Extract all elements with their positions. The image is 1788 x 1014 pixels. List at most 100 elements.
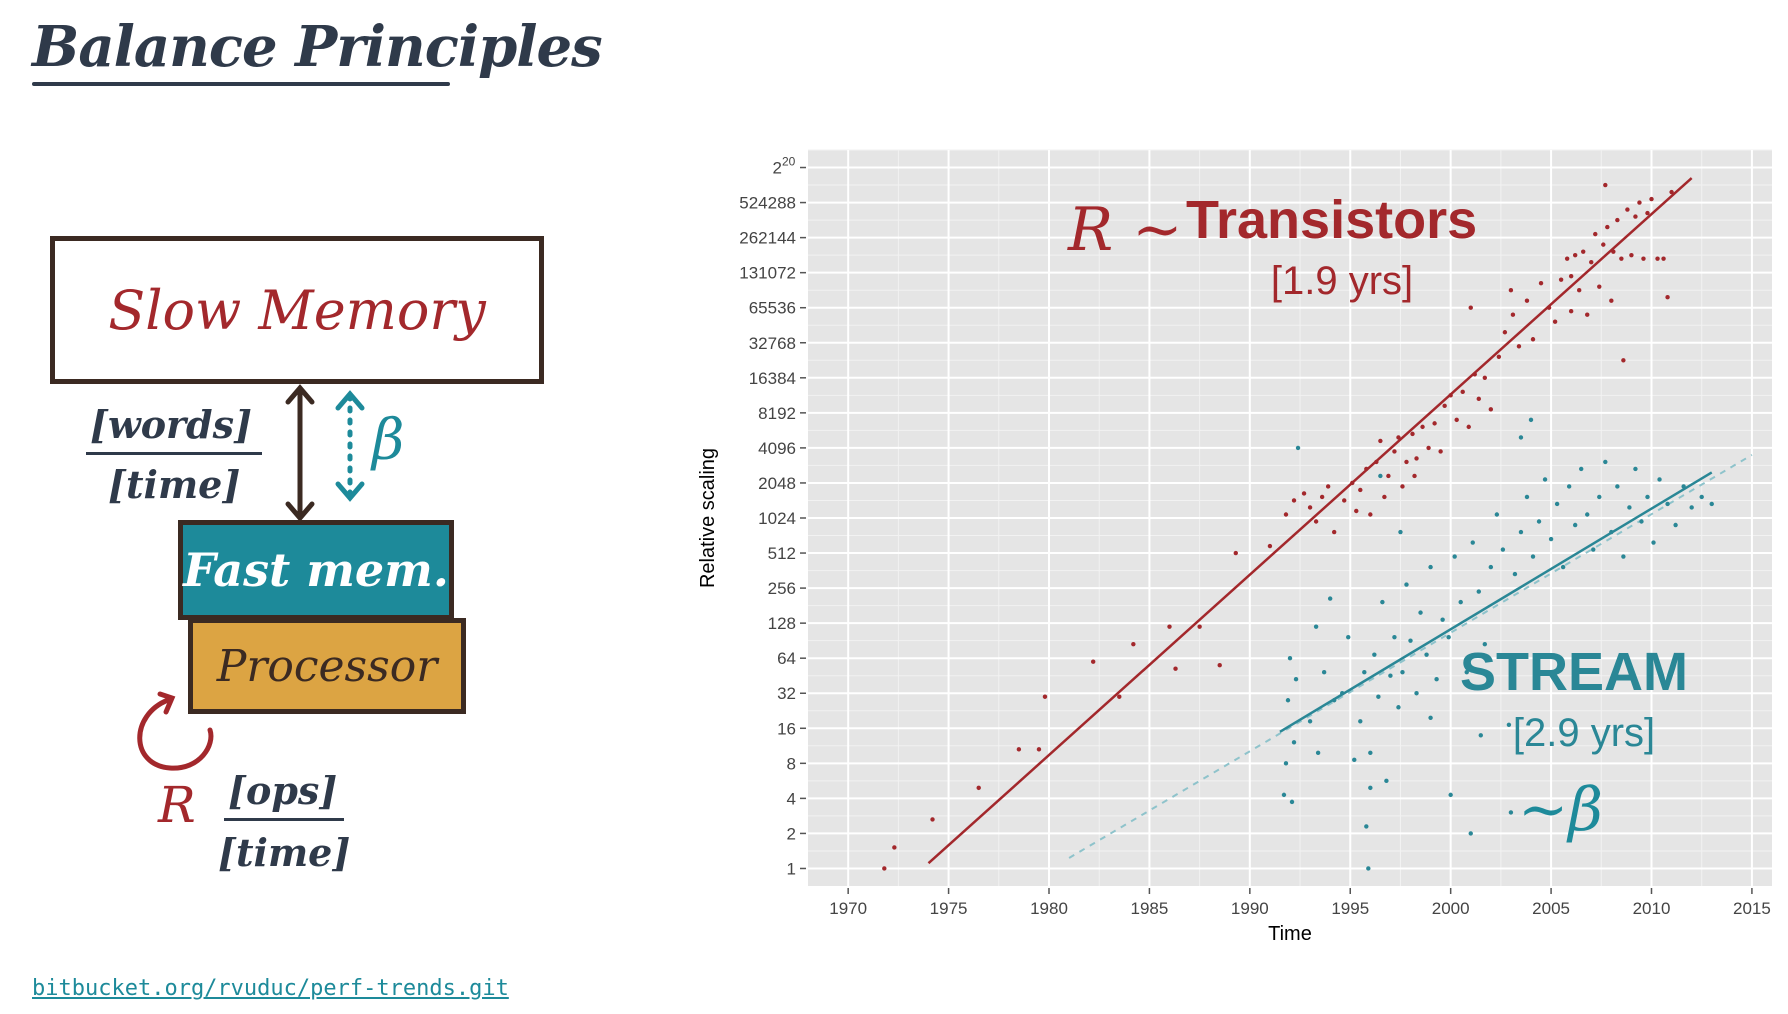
data-point bbox=[1426, 445, 1431, 451]
data-point bbox=[1627, 505, 1632, 510]
data-point bbox=[1358, 487, 1363, 493]
x-tick-label: 1990 bbox=[1231, 899, 1269, 918]
data-point bbox=[1619, 256, 1624, 261]
data-point bbox=[1530, 554, 1536, 559]
y-tick-label: 32 bbox=[777, 684, 796, 703]
x-tick-label: 2000 bbox=[1432, 899, 1470, 918]
data-point bbox=[1558, 277, 1564, 282]
data-point bbox=[1117, 694, 1122, 699]
data-point bbox=[1432, 421, 1437, 426]
data-point bbox=[1637, 200, 1642, 205]
y-tick-label-exponent: 20 bbox=[782, 155, 796, 169]
data-point bbox=[1378, 473, 1383, 479]
data-point bbox=[1392, 634, 1397, 640]
data-point bbox=[1488, 407, 1494, 412]
data-point bbox=[1016, 747, 1022, 752]
data-point bbox=[1468, 305, 1473, 310]
data-point bbox=[882, 866, 887, 871]
data-point bbox=[1368, 750, 1373, 756]
data-point bbox=[1572, 522, 1578, 528]
data-point bbox=[1524, 494, 1530, 500]
words-denominator: [time] bbox=[108, 462, 241, 507]
y-tick-label: 65536 bbox=[749, 299, 796, 318]
data-point bbox=[1283, 512, 1289, 517]
data-point bbox=[1566, 484, 1572, 489]
data-point bbox=[1285, 698, 1291, 703]
data-point bbox=[1699, 494, 1704, 500]
y-tick-label: 262144 bbox=[739, 229, 796, 248]
data-point bbox=[1518, 529, 1524, 535]
slow-memory-box: Slow Memory bbox=[50, 236, 544, 384]
data-point bbox=[1665, 295, 1670, 300]
data-point bbox=[1601, 242, 1606, 247]
y-tick-label: 64 bbox=[777, 649, 796, 668]
data-point bbox=[1639, 519, 1644, 524]
beta-label: β bbox=[372, 408, 405, 473]
y-tick-label: 4 bbox=[787, 789, 796, 808]
data-point bbox=[1458, 599, 1463, 605]
data-point bbox=[1470, 540, 1475, 545]
words-numerator: [words] bbox=[90, 402, 253, 447]
beta-arrow bbox=[335, 390, 365, 502]
data-point bbox=[1384, 778, 1389, 784]
data-point bbox=[1689, 505, 1694, 510]
data-point bbox=[1621, 554, 1626, 559]
data-point bbox=[1438, 449, 1443, 454]
r-cycle-arrow bbox=[137, 691, 214, 771]
data-point bbox=[1597, 494, 1602, 500]
data-point bbox=[1524, 298, 1530, 303]
fit-line bbox=[1279, 471, 1713, 733]
data-point bbox=[1307, 505, 1313, 510]
data-point bbox=[1382, 494, 1387, 500]
data-point bbox=[1440, 617, 1445, 622]
data-point bbox=[1621, 358, 1626, 363]
data-point bbox=[1496, 354, 1502, 359]
data-point bbox=[1657, 477, 1662, 482]
data-point bbox=[1281, 792, 1287, 798]
data-point bbox=[1502, 330, 1508, 335]
data-point bbox=[1315, 750, 1321, 756]
data-point bbox=[1428, 564, 1433, 570]
x-tick-label: 2015 bbox=[1733, 899, 1771, 918]
data-point bbox=[1528, 417, 1534, 423]
stream-suffix: ~β bbox=[1518, 775, 1603, 845]
stream-rate: [2.9 yrs] bbox=[1513, 711, 1655, 755]
data-point bbox=[1319, 494, 1325, 500]
fit-line-dashed bbox=[1068, 454, 1753, 859]
data-point bbox=[1410, 431, 1415, 437]
data-point bbox=[1500, 547, 1506, 552]
data-point bbox=[1472, 372, 1477, 377]
data-point bbox=[1609, 298, 1614, 303]
data-point bbox=[1346, 634, 1351, 640]
x-tick-label: 1985 bbox=[1131, 899, 1169, 918]
data-point bbox=[1386, 473, 1391, 479]
repo-link[interactable]: bitbucket.org/rvuduc/perf-trends.git bbox=[32, 976, 509, 1001]
data-point bbox=[1709, 501, 1714, 507]
words-arrow bbox=[285, 384, 315, 522]
y-tick-label: 16384 bbox=[749, 369, 796, 388]
data-point bbox=[1625, 207, 1630, 212]
y-tick-label: 131072 bbox=[739, 264, 796, 283]
x-axis-label: Time bbox=[1268, 923, 1312, 945]
data-point bbox=[1510, 312, 1516, 317]
data-point bbox=[1442, 403, 1447, 409]
data-point bbox=[1414, 691, 1419, 696]
data-point bbox=[1358, 719, 1363, 724]
data-point bbox=[1217, 663, 1222, 668]
data-point bbox=[1518, 435, 1524, 440]
data-point bbox=[1681, 484, 1686, 489]
data-point bbox=[1362, 670, 1367, 675]
y-tick-label: 8192 bbox=[758, 404, 796, 423]
data-point bbox=[1585, 312, 1590, 317]
data-point bbox=[1645, 210, 1650, 216]
data-point bbox=[1380, 599, 1385, 605]
data-point bbox=[1579, 466, 1584, 472]
data-point bbox=[1629, 252, 1634, 258]
fast-mem-box: Fast mem. bbox=[178, 520, 454, 620]
data-point bbox=[1476, 589, 1481, 594]
transistors-prefix: R ~ bbox=[1067, 195, 1183, 265]
data-point bbox=[1396, 435, 1401, 440]
data-point bbox=[1424, 652, 1429, 657]
x-tick-label: 1980 bbox=[1030, 899, 1068, 918]
data-point bbox=[1506, 722, 1512, 727]
